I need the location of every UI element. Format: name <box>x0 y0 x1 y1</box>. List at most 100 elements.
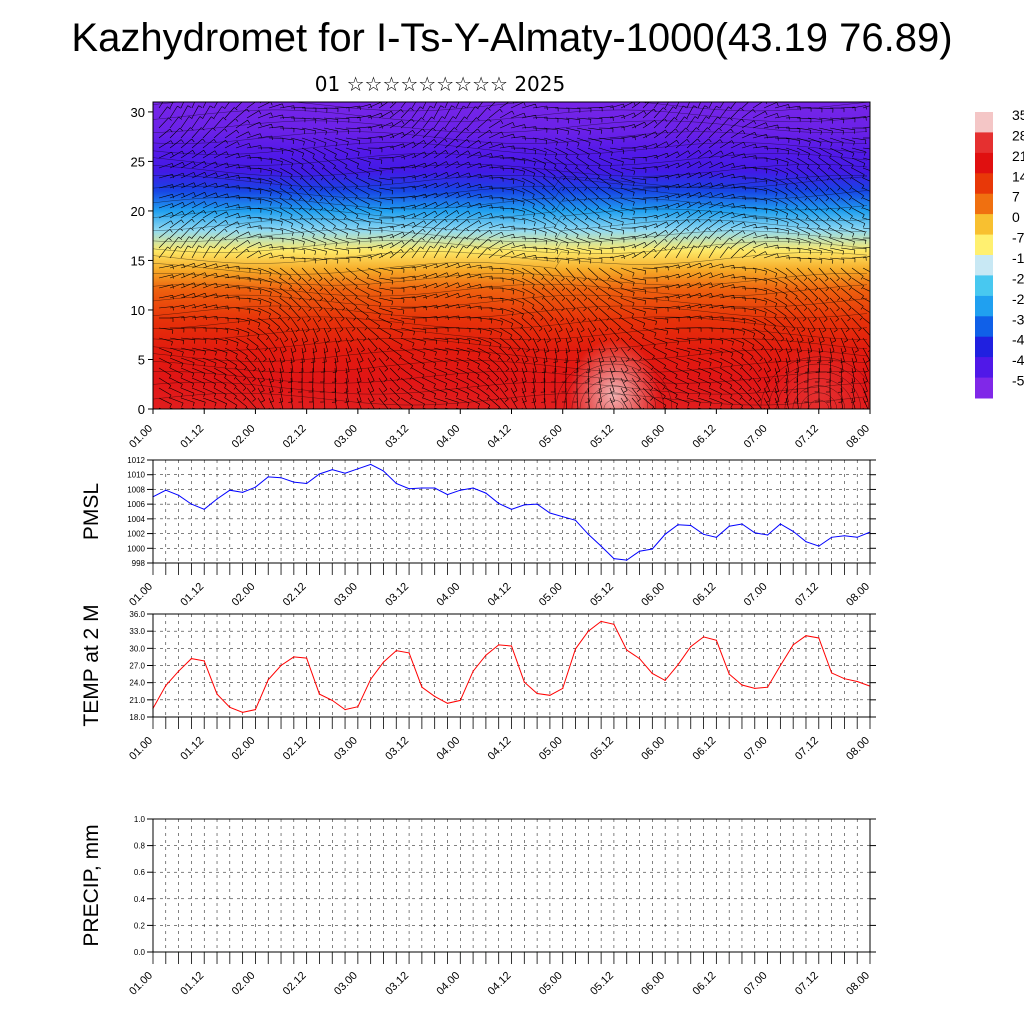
wind-barb <box>521 297 535 306</box>
wind-barb <box>345 157 359 165</box>
wind-barb <box>763 102 777 109</box>
wind-barb-flag <box>357 232 360 237</box>
wind-barb <box>455 337 470 341</box>
wind-barb-flag <box>819 242 822 247</box>
wind-barb-flag <box>182 340 185 345</box>
wind-barb-flag <box>525 420 529 422</box>
wind-barb <box>477 357 490 366</box>
wind-barb <box>301 327 308 341</box>
wind-barb <box>268 217 283 223</box>
wind-barb <box>345 137 360 141</box>
wind-barb <box>851 297 864 307</box>
wind-barb-flag <box>762 335 766 339</box>
wind-barb-flag <box>194 411 195 415</box>
wind-barb <box>741 232 755 239</box>
wind-barb-flag <box>344 225 348 229</box>
wind-barb-flag <box>179 228 184 232</box>
wind-barb <box>697 182 712 189</box>
wind-barb <box>169 357 184 364</box>
wind-barb <box>323 287 335 299</box>
wind-barb-flag <box>848 296 852 301</box>
wind-barb-flag <box>719 384 722 388</box>
wind-barb-flag <box>468 192 471 197</box>
wind-barb-flag <box>532 204 535 208</box>
data-point <box>370 678 372 680</box>
wind-barb-flag <box>203 392 206 398</box>
wind-barb-flag <box>806 165 810 169</box>
wind-barb-flag <box>269 292 272 297</box>
colorbar-label: -3 <box>1012 311 1024 327</box>
wind-barb-flag <box>468 340 471 345</box>
wind-barb-flag <box>837 197 841 201</box>
wind-barb <box>466 151 480 159</box>
wind-barb <box>334 397 337 409</box>
wind-barb-flag <box>522 182 525 187</box>
wind-barb-flag <box>722 412 723 416</box>
wind-barb-flag <box>204 293 207 298</box>
wind-barb <box>180 210 193 219</box>
wind-barb <box>752 122 767 129</box>
wind-barb-flag <box>291 422 295 423</box>
wind-barb <box>631 357 642 369</box>
wind-barb <box>213 183 228 189</box>
wind-barb <box>719 327 734 330</box>
wind-barb-flag <box>744 164 746 169</box>
wind-barb-flag <box>385 357 390 362</box>
wind-barb-flag <box>698 383 701 388</box>
wind-barb <box>543 157 557 166</box>
wind-barb <box>554 127 569 132</box>
wind-barb-flag <box>627 347 631 352</box>
wind-barb <box>169 327 185 329</box>
wind-barb <box>180 105 188 119</box>
wind-barb <box>554 257 569 260</box>
wind-barb-flag <box>824 308 829 312</box>
wind-barb-flag <box>261 369 266 373</box>
wind-barb-flag <box>786 162 789 167</box>
wind-barb <box>796 217 810 226</box>
wind-barb <box>345 377 349 392</box>
wind-barb-flag <box>248 143 251 148</box>
wind-barb <box>521 377 527 392</box>
wind-barb <box>268 327 279 339</box>
wind-barb <box>389 337 403 346</box>
wind-barb <box>807 327 814 341</box>
wind-barb <box>785 397 789 409</box>
wind-barb-flag <box>831 131 833 136</box>
wind-barb-flag <box>367 194 370 199</box>
data-point <box>203 660 205 662</box>
wind-barb <box>279 147 294 153</box>
wind-barb <box>158 377 172 386</box>
wind-barb <box>730 327 745 332</box>
wind-barb-flag <box>280 412 284 413</box>
wind-barb <box>213 327 228 330</box>
wind-barb <box>796 247 811 251</box>
wind-barb <box>598 217 612 224</box>
wind-barb <box>554 317 563 331</box>
wind-barb <box>818 317 827 331</box>
wind-barb-flag <box>374 348 378 352</box>
wind-barb-flag <box>839 412 843 413</box>
wind-barb <box>422 192 437 199</box>
wind-barb-flag <box>653 344 656 349</box>
wind-barb <box>532 287 545 297</box>
wind-barb-flag <box>342 277 346 281</box>
wind-barb-flag <box>720 402 723 407</box>
data-point <box>190 658 192 660</box>
wind-barb <box>620 337 631 349</box>
wind-barb-flag <box>561 297 566 301</box>
wind-barb-flag <box>754 132 757 137</box>
wind-barb <box>367 112 382 119</box>
wind-barb-flag <box>457 263 460 268</box>
wind-barb <box>785 197 798 207</box>
wind-barb-flag <box>765 242 768 247</box>
wind-barb <box>741 102 750 109</box>
wind-barb <box>510 327 522 338</box>
wind-barb <box>620 387 628 401</box>
wind-barb <box>664 193 679 199</box>
wind-barb <box>477 296 492 299</box>
wind-barb <box>785 137 800 141</box>
wind-barb-flag <box>392 134 394 139</box>
wind-barb-flag <box>335 242 338 247</box>
wind-barb <box>532 167 546 176</box>
data-point <box>510 645 513 647</box>
